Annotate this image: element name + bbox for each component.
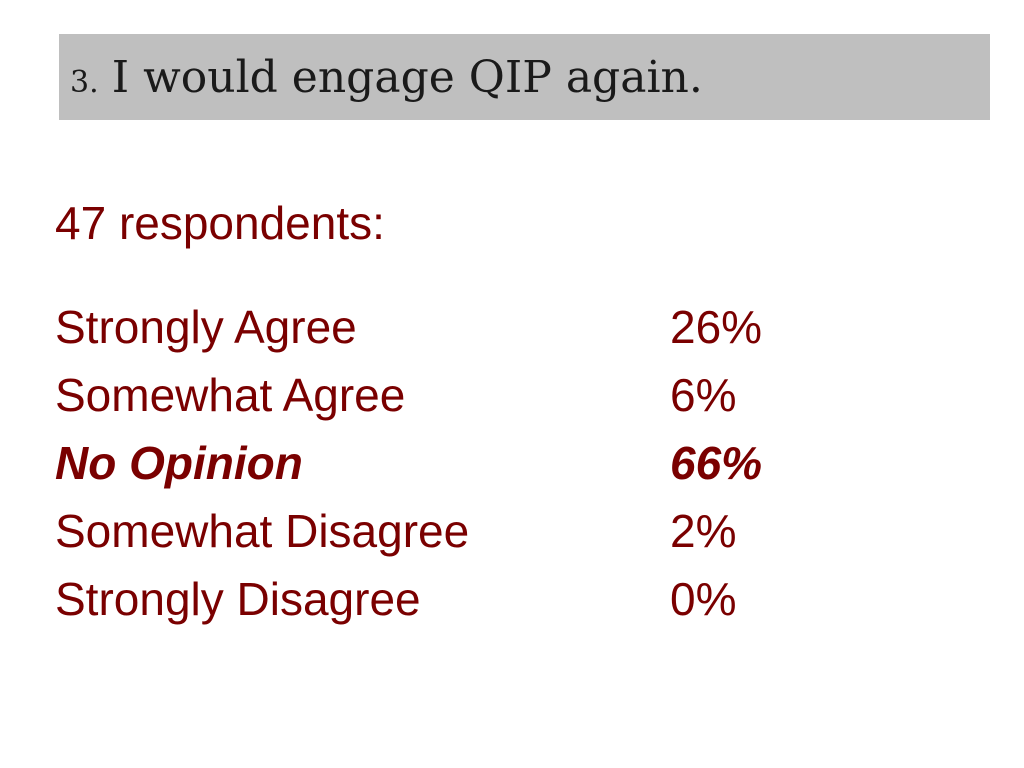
response-percent: 26%: [670, 301, 763, 353]
respondents-count: 47 respondents:: [55, 197, 385, 249]
response-label: Strongly Disagree: [55, 573, 421, 625]
response-label: No Opinion: [55, 437, 303, 489]
response-label: Strongly Agree: [55, 301, 357, 353]
response-row-somewhat-agree: Somewhat Agree 6%: [55, 361, 855, 429]
response-percent: 6%: [670, 369, 737, 421]
response-percent: 0%: [670, 573, 737, 625]
slide-title-text: I would engage QIP again.: [111, 52, 703, 103]
response-list: Strongly Agree 26% Somewhat Agree 6% No …: [55, 293, 855, 633]
response-percent: 66%: [670, 437, 763, 489]
response-percent: 2%: [670, 505, 737, 557]
response-row-strongly-agree: Strongly Agree 26%: [55, 293, 855, 361]
response-label: Somewhat Agree: [55, 369, 406, 421]
title-bar: [59, 34, 990, 120]
response-label: Somewhat Disagree: [55, 505, 470, 557]
response-row-somewhat-disagree: Somewhat Disagree 2%: [55, 497, 855, 565]
slide-number: 3.: [70, 65, 99, 100]
response-row-no-opinion: No Opinion 66%: [55, 429, 855, 497]
response-row-strongly-disagree: Strongly Disagree 0%: [55, 565, 855, 633]
slide-title: 3. I would engage QIP again.: [70, 52, 703, 103]
